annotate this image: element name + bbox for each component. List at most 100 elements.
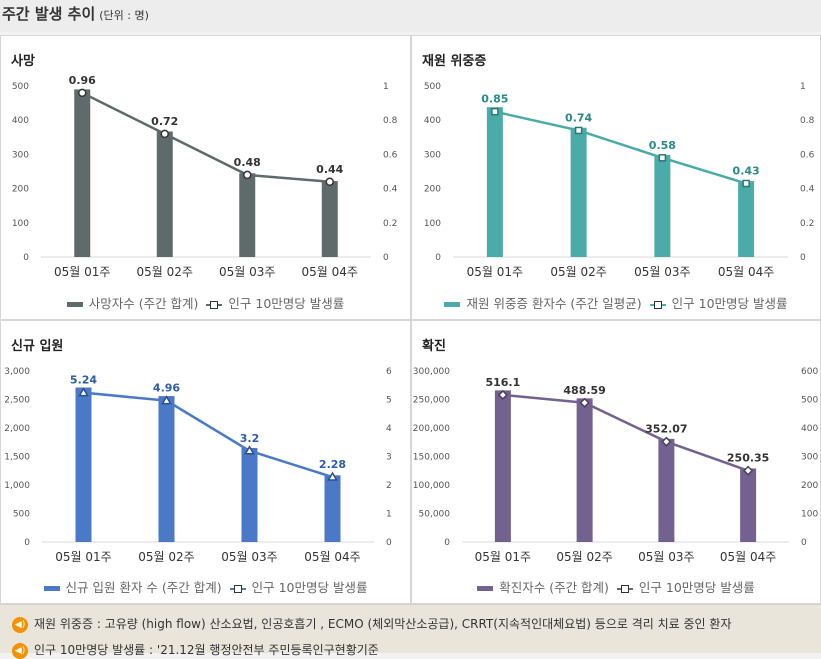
y-right-tick-label: 1 — [386, 510, 392, 520]
bar-3[interactable] — [654, 155, 671, 257]
y-left-tick-label: 250,000 — [413, 396, 450, 406]
rate-data-label: 0.58 — [649, 139, 676, 152]
rate-line — [502, 393, 749, 472]
rate-point-4[interactable] — [327, 471, 338, 481]
y-left-tick-label: 50,000 — [419, 510, 451, 520]
y-left-tick-label: 0 — [23, 253, 29, 263]
y-left-tick-label: 0 — [24, 538, 30, 548]
y-left-tick-label: 300 — [12, 150, 29, 160]
chart-title: 재원 위중증 — [422, 54, 487, 69]
rate-data-label: 2.28 — [319, 458, 346, 471]
y-left-tick-label: 2,000 — [4, 424, 30, 434]
rate-data-label: 0.72 — [151, 115, 178, 128]
y-right-tick-label: 100 — [801, 510, 818, 520]
bar-2[interactable] — [158, 396, 175, 542]
x-tick-label: 05월 02주 — [550, 265, 606, 279]
rate-data-label: 0.96 — [69, 74, 96, 87]
chart-panel-admissions: 신규 입원 0 500 1,000 1,500 2,000 2,500 3,000 0 1 2 3 4 5… — [0, 320, 411, 604]
legend-bar-swatch — [477, 586, 494, 591]
rate-point-1[interactable] — [491, 107, 499, 116]
rate-data-label: 352.07 — [645, 423, 687, 436]
rate-data-label: 0.74 — [565, 111, 592, 124]
y-left-tick-label: 100 — [12, 219, 29, 229]
bar-4[interactable] — [738, 181, 755, 257]
y-left-tick-label: 1,500 — [4, 453, 30, 463]
y-right-tick-label: 400 — [801, 424, 818, 434]
rate-point-3[interactable] — [243, 170, 252, 180]
chart-panel-confirmed: 확진 0 50,000 100,000 150,000 200,000 250,000 300… — [411, 320, 821, 604]
chart-legend: 신규 입원 환자 수 (주간 합계) 인구 10만명당 발생률 — [1, 577, 410, 596]
rate-point-4[interactable] — [742, 179, 750, 188]
x-tick-label: 05월 01주 — [55, 550, 111, 564]
x-tick-label: 05월 04주 — [718, 265, 774, 279]
y-right-tick-label: 0 — [386, 538, 392, 548]
legend-bar-swatch — [43, 586, 60, 591]
y-right-tick-label: 3 — [386, 453, 392, 463]
rate-point-2[interactable] — [574, 126, 583, 135]
y-right-tick-label: 0.6 — [800, 150, 815, 160]
bar-3[interactable] — [241, 447, 258, 542]
y-left-tick-label: 500 — [424, 82, 441, 92]
legend-line-label: 인구 10만명당 발생률 — [251, 580, 368, 595]
chart-legend: 확진자수 (주간 합계) 인구 10만명당 발생률 — [412, 577, 820, 596]
y-right-tick-label: 0.4 — [800, 185, 815, 195]
rate-point-4[interactable] — [743, 465, 754, 476]
speaker-icon: ◀) — [12, 642, 28, 659]
bar-4[interactable] — [321, 181, 338, 257]
legend-line-label: 인구 10만명당 발생률 — [671, 296, 788, 311]
y-left-tick-label: 500 — [12, 82, 29, 92]
chart-panel-critical: 재원 위중증 0 100 200 300 400 500 0 0.2 0.4 0.6 0.8 1 05월 … — [411, 35, 821, 320]
bar-2[interactable] — [576, 398, 593, 542]
y-left-tick-label: 500 — [13, 510, 30, 520]
bar-2[interactable] — [156, 131, 173, 257]
y-right-tick-label: 1 — [800, 82, 806, 92]
rate-point-4[interactable] — [325, 177, 334, 187]
rate-data-label: 250.35 — [727, 452, 769, 465]
x-tick-label: 05월 03주 — [634, 265, 690, 279]
bar-1[interactable] — [74, 89, 91, 257]
chart-critical: 0 100 200 300 400 500 0 0.2 0.4 0.6 0.8 1 05월 01주 05월… — [424, 82, 815, 279]
y-right-tick-label: 6 — [386, 367, 392, 377]
rate-data-label: 4.96 — [153, 382, 180, 395]
rate-point-3[interactable] — [244, 445, 255, 455]
rate-point-1[interactable] — [497, 389, 508, 400]
rate-point-2[interactable] — [579, 397, 590, 408]
y-right-tick-label: 1 — [383, 82, 389, 92]
bar-3[interactable] — [239, 173, 256, 257]
y-left-tick-label: 200 — [424, 185, 441, 195]
x-tick-label: 05월 04주 — [304, 550, 360, 564]
y-right-tick-label: 4 — [386, 424, 392, 434]
y-right-tick-label: 0 — [383, 253, 389, 263]
legend-bar-swatch — [444, 302, 461, 307]
y-left-tick-label: 0 — [435, 253, 441, 263]
y-right-tick-label: 0 — [800, 253, 806, 263]
bar-1[interactable] — [494, 390, 511, 542]
rate-point-3[interactable] — [658, 154, 667, 162]
y-left-tick-label: 0 — [444, 538, 450, 548]
bar-3[interactable] — [658, 438, 675, 542]
x-tick-label: 05월 04주 — [720, 550, 776, 564]
y-right-tick-label: 0.6 — [383, 150, 398, 160]
speaker-icon: ◀) — [12, 616, 28, 633]
chart-legend: 재원 위중증 환자수 (주간 일평균) 인구 10만명당 발생률 — [412, 293, 820, 312]
rate-point-1[interactable] — [78, 387, 89, 397]
y-left-tick-label: 300 — [424, 150, 441, 160]
bar-4[interactable] — [324, 475, 341, 542]
rate-point-2[interactable] — [160, 129, 169, 139]
rate-point-3[interactable] — [661, 436, 672, 447]
y-left-tick-label: 3,000 — [4, 367, 30, 377]
chart-panel-deaths: 사망 0 100 200 300 400 500 0 0.2 0.4 0.6 0.8 1 05월 01주 0… — [0, 35, 411, 320]
bar-2[interactable] — [570, 127, 587, 257]
rate-point-2[interactable] — [161, 395, 172, 405]
rate-data-label: 3.2 — [240, 432, 260, 445]
y-left-tick-label: 400 — [12, 116, 29, 126]
y-left-tick-label: 200 — [12, 185, 29, 195]
bar-4[interactable] — [740, 468, 757, 542]
rate-point-1[interactable] — [78, 88, 87, 98]
note-critical-definition: ◀) 재원 위중증 : 고유량 (high flow) 산소요법, 인공호흡기 ,… — [12, 615, 731, 633]
bar-1[interactable] — [486, 107, 503, 257]
x-tick-label: 05월 02주 — [556, 550, 612, 564]
x-tick-label: 05월 03주 — [638, 550, 694, 564]
bar-1[interactable] — [75, 387, 92, 542]
y-right-tick-label: 0.8 — [800, 116, 815, 126]
